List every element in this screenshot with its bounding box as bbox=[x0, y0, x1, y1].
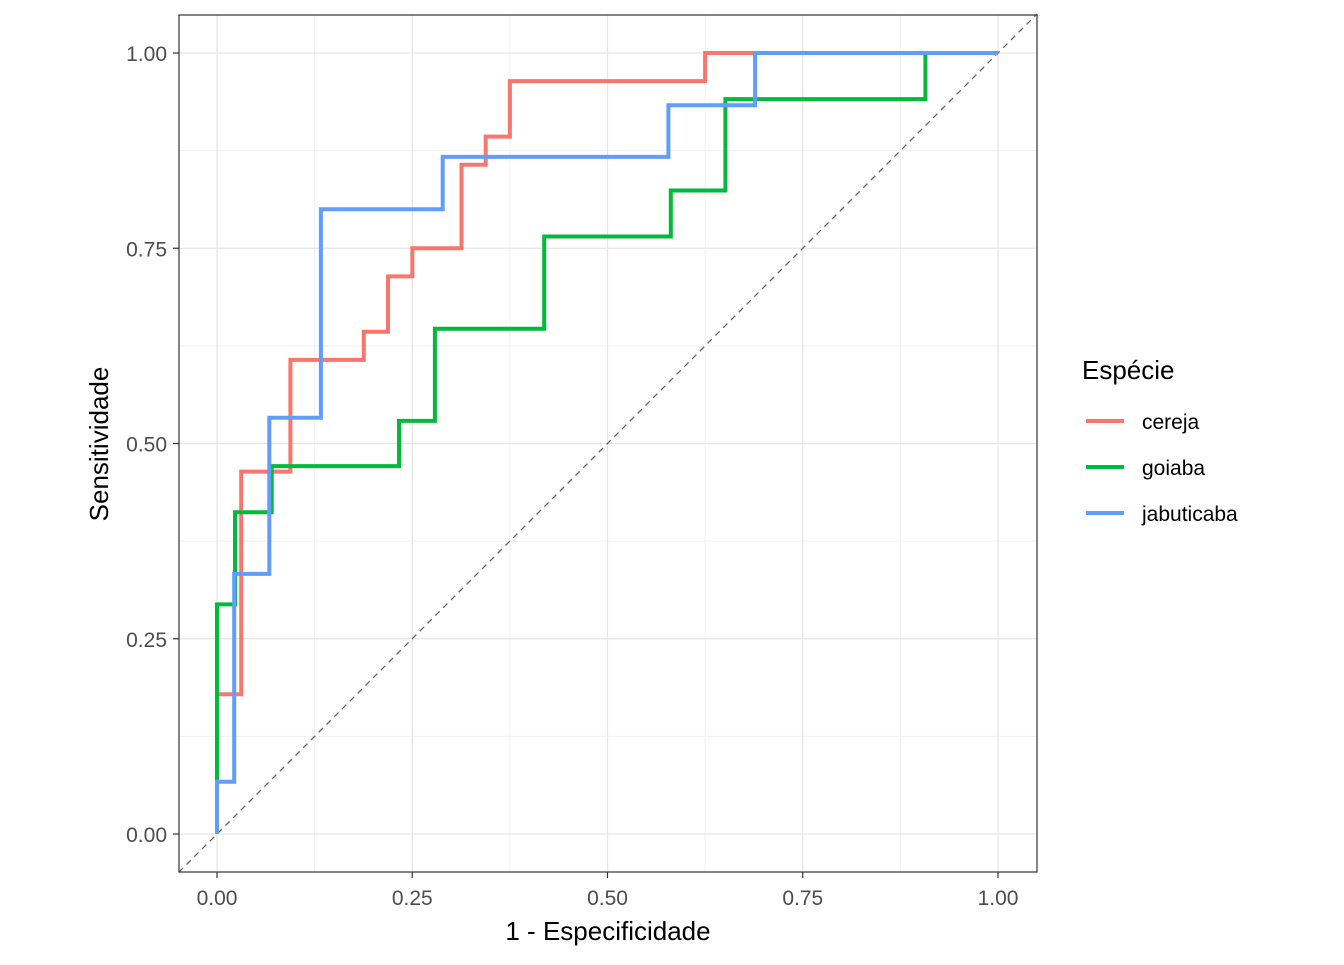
x-tick-label: 1.00 bbox=[978, 887, 1019, 910]
y-axis: 0.00 0.25 0.50 0.75 1.00 bbox=[126, 43, 179, 847]
x-tick-label: 0.00 bbox=[197, 887, 238, 910]
x-tick-label: 0.50 bbox=[587, 887, 628, 910]
legend: Espécie cereja goiaba jabuticaba bbox=[1082, 355, 1238, 526]
legend-label-goiaba: goiaba bbox=[1142, 457, 1205, 480]
y-axis-label: Sensitividade bbox=[84, 367, 114, 522]
x-tick-label: 0.25 bbox=[392, 887, 433, 910]
y-tick-label: 0.50 bbox=[126, 434, 167, 457]
reference-diagonal bbox=[178, 13, 1038, 873]
y-tick-label: 0.75 bbox=[126, 238, 167, 261]
legend-title: Espécie bbox=[1082, 355, 1175, 385]
x-tick-label: 0.75 bbox=[782, 887, 823, 910]
series-line-jabuticaba bbox=[215, 51, 998, 834]
reference-line bbox=[178, 13, 1038, 873]
series-lines bbox=[215, 51, 998, 834]
legend-label-cereja: cereja bbox=[1142, 411, 1200, 434]
x-axis-label: 1 - Especificidade bbox=[505, 916, 710, 946]
series-line-cereja bbox=[215, 51, 998, 834]
y-tick-label: 0.00 bbox=[126, 824, 167, 847]
x-axis: 0.00 0.25 0.50 0.75 1.00 bbox=[197, 872, 1019, 910]
y-tick-label: 1.00 bbox=[126, 43, 167, 66]
y-tick-label: 0.25 bbox=[126, 629, 167, 652]
series-line-goiaba bbox=[215, 51, 998, 834]
legend-label-jabuticaba: jabuticaba bbox=[1141, 503, 1238, 526]
